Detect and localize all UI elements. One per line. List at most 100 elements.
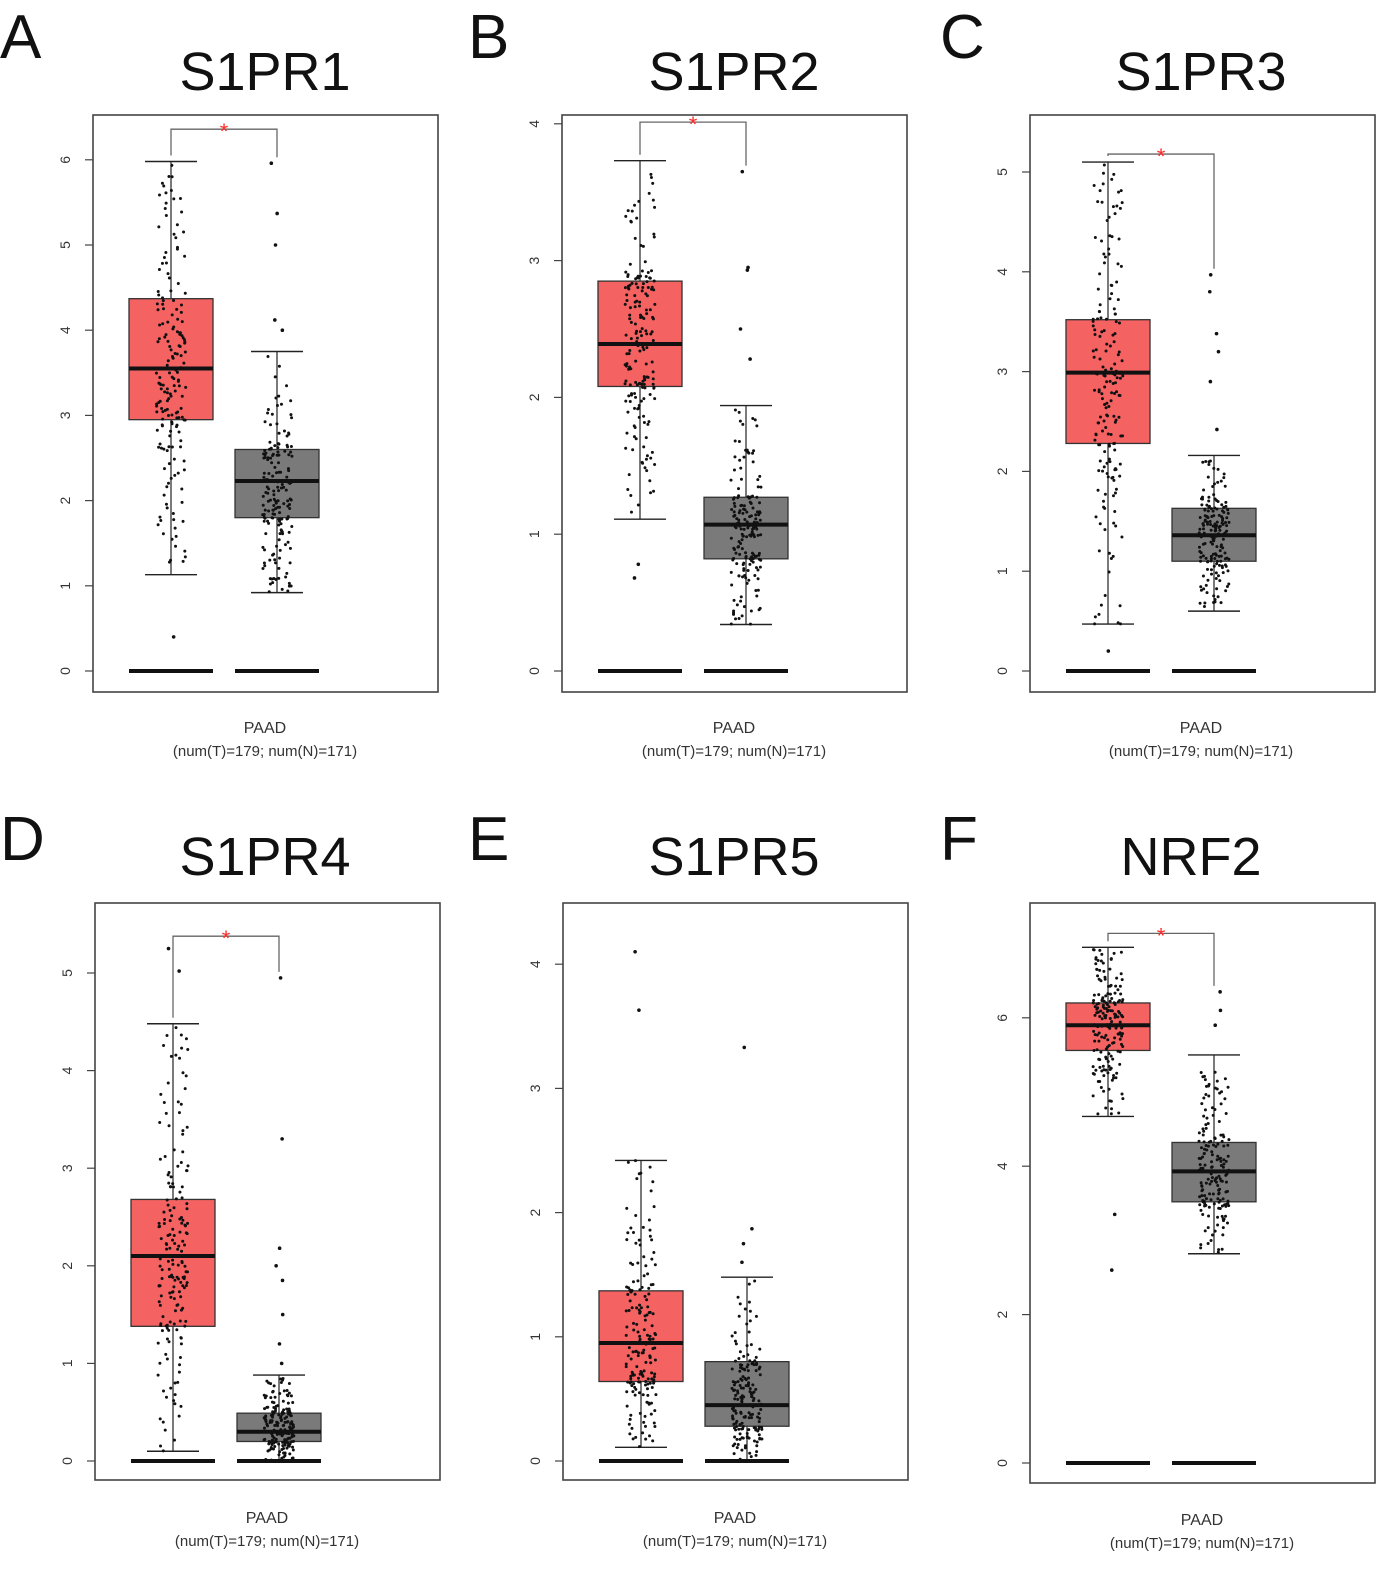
normal-point bbox=[1216, 1223, 1220, 1227]
x-axis-sublabel: (num(T)=179; num(N)=171) bbox=[175, 1533, 359, 1550]
normal-point bbox=[278, 548, 282, 552]
normal-point bbox=[1199, 1208, 1203, 1212]
tumor-point bbox=[642, 1274, 646, 1278]
x-axis-sublabel: (num(T)=179; num(N)=171) bbox=[643, 1533, 827, 1550]
normal-point bbox=[1209, 1239, 1213, 1243]
tumor-point bbox=[1110, 283, 1114, 287]
tumor-point bbox=[1100, 392, 1104, 396]
tumor-point bbox=[634, 437, 638, 441]
normal-point bbox=[748, 1359, 752, 1363]
tumor-point bbox=[176, 1247, 180, 1251]
tumor-point bbox=[167, 1340, 171, 1344]
normal-point bbox=[285, 571, 289, 575]
tumor-point bbox=[1119, 189, 1123, 193]
tumor-point bbox=[1098, 189, 1102, 193]
tumor-point bbox=[646, 286, 650, 290]
tumor-point bbox=[645, 346, 649, 350]
normal-point bbox=[756, 533, 760, 537]
tumor-point bbox=[168, 392, 172, 396]
tumor-point bbox=[1103, 255, 1107, 259]
tumor-point bbox=[638, 300, 642, 304]
tumor-point bbox=[176, 1380, 180, 1384]
normal-point bbox=[284, 1439, 288, 1443]
tumor-point bbox=[179, 1033, 183, 1037]
tumor-point bbox=[1098, 1065, 1102, 1069]
normal-point bbox=[757, 511, 761, 515]
tumor-point bbox=[652, 235, 656, 239]
tumor-point bbox=[176, 281, 180, 285]
tumor-point bbox=[1097, 1039, 1101, 1043]
tumor-point bbox=[641, 1431, 645, 1435]
significance-star: * bbox=[220, 119, 229, 144]
tumor-point bbox=[1112, 521, 1116, 525]
normal-point bbox=[1213, 1070, 1217, 1074]
tumor-point bbox=[1112, 951, 1116, 955]
normal-point bbox=[1197, 531, 1201, 535]
normal-point bbox=[1206, 578, 1210, 582]
tumor-point bbox=[185, 1281, 189, 1285]
tumor-point bbox=[1106, 1059, 1110, 1063]
tumor-point bbox=[639, 382, 643, 386]
tumor-point bbox=[653, 1358, 657, 1362]
normal-point bbox=[1220, 503, 1224, 507]
tumor-point bbox=[648, 276, 652, 280]
tumor-point bbox=[1121, 1044, 1125, 1048]
normal-point bbox=[1220, 521, 1224, 525]
normal-point bbox=[1212, 466, 1216, 470]
tumor-point bbox=[628, 1299, 632, 1303]
normal-outlier-point bbox=[280, 1278, 285, 1283]
normal-point bbox=[738, 1437, 742, 1441]
tumor-point bbox=[636, 503, 640, 507]
tumor-point bbox=[183, 1264, 187, 1268]
normal-point bbox=[750, 551, 754, 555]
tumor-point bbox=[1092, 1048, 1096, 1052]
normal-point bbox=[740, 547, 744, 551]
normal-point bbox=[743, 1376, 747, 1380]
tumor-point bbox=[159, 446, 163, 450]
tumor-point bbox=[180, 1249, 184, 1253]
normal-point bbox=[1222, 476, 1226, 480]
tumor-point bbox=[641, 1393, 645, 1397]
normal-point bbox=[267, 590, 271, 594]
tumor-point bbox=[158, 442, 162, 446]
y-tick-label: 0 bbox=[526, 667, 542, 675]
tumor-point bbox=[166, 1203, 170, 1207]
tumor-point bbox=[642, 382, 646, 386]
normal-point bbox=[277, 470, 281, 474]
tumor-point bbox=[631, 448, 635, 452]
normal-point bbox=[754, 513, 758, 517]
tumor-point bbox=[167, 1124, 171, 1128]
tumor-point bbox=[629, 493, 633, 497]
tumor-point bbox=[624, 379, 628, 383]
tumor-point bbox=[157, 1221, 161, 1225]
tumor-point bbox=[157, 193, 161, 197]
tumor-point bbox=[1118, 984, 1122, 988]
tumor-point bbox=[646, 1377, 650, 1381]
tumor-point bbox=[177, 1244, 181, 1248]
tumor-point bbox=[1102, 1089, 1106, 1093]
normal-point bbox=[756, 478, 760, 482]
normal-point bbox=[268, 440, 272, 444]
tumor-point bbox=[649, 1412, 653, 1416]
tumor-point bbox=[175, 223, 179, 227]
normal-point bbox=[1201, 1213, 1205, 1217]
normal-point bbox=[277, 453, 281, 457]
normal-point bbox=[270, 516, 274, 520]
tumor-point bbox=[647, 1402, 651, 1406]
normal-point bbox=[751, 1412, 755, 1416]
tumor-point bbox=[172, 1297, 176, 1301]
normal-point bbox=[1202, 1140, 1206, 1144]
tumor-point bbox=[159, 1444, 163, 1448]
normal-point bbox=[1209, 507, 1213, 511]
normal-point bbox=[734, 617, 738, 621]
tumor-point bbox=[1110, 391, 1114, 395]
tumor-point bbox=[185, 1202, 189, 1206]
tumor-point bbox=[1107, 551, 1111, 555]
tumor-point bbox=[1116, 262, 1120, 266]
normal-point bbox=[1201, 1200, 1205, 1204]
normal-point bbox=[289, 584, 293, 588]
tumor-point bbox=[626, 1231, 630, 1235]
normal-point bbox=[270, 1438, 274, 1442]
plot-marks: * bbox=[128, 119, 320, 673]
tumor-point bbox=[1113, 373, 1117, 377]
